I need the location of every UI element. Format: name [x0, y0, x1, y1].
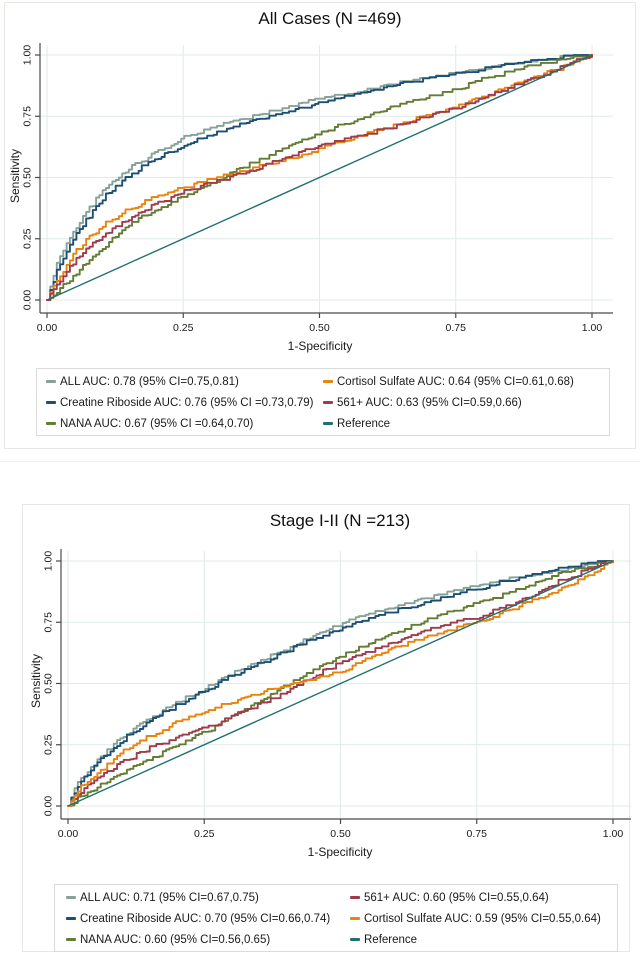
y-tick-label: 0.50	[43, 673, 55, 694]
roc-curve-nana	[46, 54, 593, 301]
legend-item-561: 561+ AUC: 0.60 (95% CI=0.55,0.64)	[350, 890, 549, 905]
legend-item-reference: Reference	[323, 416, 390, 431]
chart-title-all-cases: All Cases (N =469)	[258, 9, 402, 28]
y-tick-label: 0.00	[22, 290, 34, 311]
legend-label: 561+ AUC: 0.63 (95% CI=0.59,0.66)	[337, 396, 522, 409]
x-tick-label: 0.75	[467, 828, 488, 840]
legend-all-cases: ALL AUC: 0.78 (95% CI=0.75,0.81) Creatin…	[36, 368, 610, 436]
legend-label: Cortisol Sulfate AUC: 0.64 (95% CI=0.61,…	[337, 375, 574, 388]
roc-curve-all	[46, 54, 593, 301]
legend-stage-1-2: ALL AUC: 0.71 (95% CI=0.67,0.75) Creatin…	[54, 884, 618, 952]
legend-dash-icon	[66, 938, 76, 941]
legend-item-creatine-riboside: Creatine Riboside AUC: 0.70 (95% CI=0.66…	[66, 911, 330, 926]
legend-label: NANA AUC: 0.67 (95% CI =0.64,0.70)	[60, 417, 254, 430]
legend-label: Reference	[364, 933, 418, 946]
legend-dash-icon	[350, 917, 360, 920]
legend-label: ALL AUC: 0.71 (95% CI=0.67,0.75)	[80, 891, 259, 904]
roc-curve-561-	[46, 54, 593, 301]
y-tick-label: 0.25	[22, 228, 34, 249]
x-tick-label: 0.00	[37, 322, 58, 334]
roc-plot-stage-1-2: 0.000.00 0.25 0.25 0.50 0.50 0.75 0.75 1.00 1.00	[43, 549, 631, 840]
x-tick-label: 0.75	[446, 322, 467, 334]
legend-dash-icon	[66, 896, 76, 899]
roc-curve-nana	[67, 560, 614, 807]
legend-item-cortisol-sulfate: Cortisol Sulfate AUC: 0.64 (95% CI=0.61,…	[323, 374, 574, 389]
legend-dash-icon	[323, 401, 333, 404]
legend-item-cortisol-sulfate: Cortisol Sulfate AUC: 0.59 (95% CI=0.55,…	[350, 911, 601, 926]
legend-label: NANA AUC: 0.60 (95% CI=0.56,0.65)	[80, 933, 271, 946]
roc-plot-all-cases: 0.000.00 0.25 0.25 0.50 0.50 0.75 0.75 1.00 1.00	[22, 43, 613, 334]
chart-panel-stage-1-2	[22, 504, 630, 952]
chart-title-stage-1-2: Stage I-II (N =213)	[269, 511, 411, 530]
x-tick-label: 0.50	[309, 322, 330, 334]
roc-curve-creatine-riboside	[46, 54, 593, 301]
roc-curve-creatine-riboside	[67, 560, 614, 807]
legend-label: Creatine Riboside AUC: 0.76 (95% CI =0.7…	[60, 396, 314, 409]
legend-label: 561+ AUC: 0.60 (95% CI=0.55,0.64)	[364, 891, 549, 904]
y-tick-label: 0.00	[43, 796, 55, 817]
legend-item-reference: Reference	[350, 932, 417, 947]
reference-line	[46, 54, 593, 301]
legend-dash-icon	[350, 938, 360, 941]
legend-dash-icon	[323, 380, 333, 383]
x-axis-label-bottom: 1-Specificity	[307, 845, 373, 859]
y-tick-label: 0.75	[43, 612, 55, 633]
x-tick-label: 1.00	[603, 828, 624, 840]
legend-dash-icon	[46, 380, 56, 383]
y-tick-label: 0.50	[22, 167, 34, 188]
y-tick-label: 1.00	[22, 45, 34, 66]
legend-item-nana: NANA AUC: 0.60 (95% CI=0.56,0.65)	[66, 932, 270, 947]
roc-curve-561-	[67, 560, 614, 807]
legend-dash-icon	[46, 401, 56, 404]
legend-item-creatine-riboside: Creatine Riboside AUC: 0.76 (95% CI =0.7…	[46, 395, 313, 410]
legend-label: Reference	[337, 417, 391, 430]
legend-item-nana: NANA AUC: 0.67 (95% CI =0.64,0.70)	[46, 416, 253, 431]
x-tick-label: 0.25	[173, 322, 194, 334]
legend-label: Creatine Riboside AUC: 0.70 (95% CI=0.66…	[80, 912, 331, 925]
roc-curve-cortisol-sulfate	[46, 54, 593, 301]
x-tick-label: 1.00	[582, 322, 603, 334]
y-tick-label: 0.25	[43, 734, 55, 755]
x-tick-label: 0.25	[194, 828, 215, 840]
y-tick-label: 0.75	[22, 106, 34, 127]
legend-dash-icon	[323, 422, 333, 425]
reference-line	[67, 560, 614, 807]
legend-dash-icon	[46, 422, 56, 425]
x-tick-label: 0.00	[58, 828, 79, 840]
legend-item-561: 561+ AUC: 0.63 (95% CI=0.59,0.66)	[323, 395, 522, 410]
roc-curve-cortisol-sulfate	[67, 560, 614, 807]
y-axis-label-top: Sensitivity	[8, 148, 22, 204]
y-axis-label-bottom: Sensitivity	[29, 653, 43, 709]
legend-item-all: ALL AUC: 0.78 (95% CI=0.75,0.81)	[46, 374, 239, 389]
panel-separator	[0, 461, 640, 462]
legend-item-all: ALL AUC: 0.71 (95% CI=0.67,0.75)	[66, 890, 259, 905]
legend-label: ALL AUC: 0.78 (95% CI=0.75,0.81)	[60, 375, 239, 388]
x-axis-label-top: 1-Specificity	[287, 339, 353, 353]
x-tick-label: 0.50	[330, 828, 351, 840]
legend-label: Cortisol Sulfate AUC: 0.59 (95% CI=0.55,…	[364, 912, 601, 925]
y-tick-label: 1.00	[43, 551, 55, 572]
legend-dash-icon	[350, 896, 360, 899]
legend-dash-icon	[66, 917, 76, 920]
